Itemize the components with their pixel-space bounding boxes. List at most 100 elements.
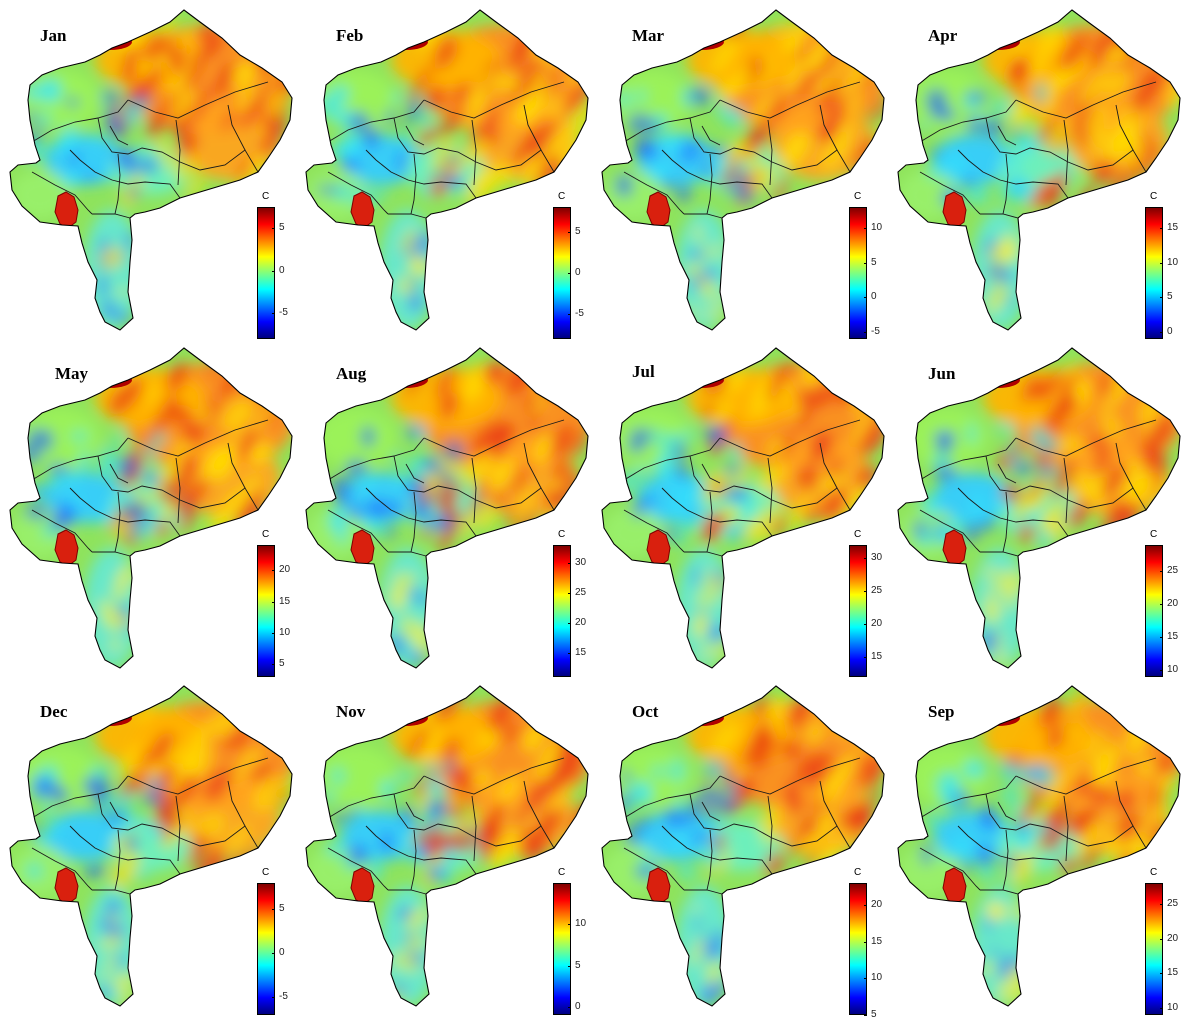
- colorbar-unit: C: [854, 191, 862, 202]
- temperature-map: [897, 347, 1181, 669]
- district-border: [97, 793, 259, 849]
- district-border: [114, 829, 121, 891]
- district-border: [69, 825, 181, 875]
- colorbar: [257, 883, 275, 1015]
- hot-ridge: [88, 372, 132, 388]
- district-border: [405, 463, 425, 484]
- colorbar-tick-mark: [568, 1006, 571, 1008]
- district-border: [1063, 457, 1069, 524]
- district-border: [684, 889, 723, 895]
- district-border: [227, 442, 246, 489]
- month-title: Nov: [336, 702, 366, 721]
- colorbar-tick-label: -5: [279, 991, 288, 1003]
- district-border: [97, 455, 259, 511]
- month-title: Oct: [632, 702, 659, 721]
- hot-ridge: [680, 372, 724, 388]
- district-border: [1015, 419, 1157, 457]
- district-border: [109, 463, 129, 484]
- month-title: Aug: [336, 364, 367, 383]
- district-border: [523, 780, 542, 827]
- district-border: [175, 457, 181, 524]
- district-border: [689, 793, 851, 849]
- district-border: [471, 795, 477, 862]
- district-border: [957, 825, 1069, 875]
- month-title: Jul: [632, 362, 655, 381]
- district-border: [661, 825, 773, 875]
- colorbar-tick-mark: [568, 273, 571, 274]
- colorbar-tick-label: 25: [1167, 897, 1179, 909]
- district-border: [423, 419, 565, 457]
- panel-apr: Apr C 15 10 5 0: [888, 0, 1184, 339]
- colorbar-tick-label: 5: [279, 658, 285, 670]
- colorbar-tick-label: 5: [1167, 291, 1173, 303]
- colorbar-tick-mark: [1160, 332, 1163, 334]
- district-border: [985, 793, 1147, 849]
- district-border: [767, 795, 773, 862]
- colorbar-unit: C: [854, 529, 862, 540]
- district-border: [523, 442, 542, 489]
- colorbar-unit: C: [262, 529, 270, 540]
- hot-ridge: [976, 710, 1020, 726]
- colorbar-tick-mark: [1160, 571, 1163, 573]
- lake-area: [350, 867, 375, 905]
- province-outline: [897, 685, 1181, 1007]
- colorbar-tick-label: 10: [871, 972, 883, 984]
- district-border: [327, 775, 425, 819]
- month-title: Jun: [928, 364, 956, 383]
- district-border: [471, 119, 477, 186]
- district-border: [227, 780, 246, 827]
- colorbar-tick-mark: [272, 228, 275, 230]
- district-border: [175, 795, 181, 862]
- colorbar-tick-label: 5: [871, 1009, 877, 1020]
- colorbar-tick-label: 15: [871, 935, 883, 947]
- district-border: [623, 437, 721, 481]
- district-border: [980, 551, 1019, 557]
- colorbar-tick-label: 15: [871, 651, 883, 663]
- colorbar-tick-mark: [1160, 903, 1163, 905]
- panel-feb: Feb C 5 0 -5: [296, 0, 592, 339]
- district-border: [393, 117, 555, 173]
- colorbar-tick-mark: [864, 941, 867, 943]
- district-border: [719, 81, 861, 119]
- district-border: [985, 455, 1147, 511]
- colorbar-tick-mark: [1160, 973, 1163, 975]
- district-border: [719, 419, 861, 457]
- district-border: [689, 117, 851, 173]
- lake-area: [942, 191, 967, 229]
- colorbar-tick-label: 20: [871, 618, 883, 630]
- colorbar-tick-mark: [1160, 670, 1163, 672]
- colorbar-unit: C: [1150, 191, 1158, 202]
- lake-area: [942, 529, 967, 567]
- province-outline: [601, 685, 885, 1007]
- colorbar: [1145, 545, 1163, 677]
- district-border: [1002, 153, 1009, 215]
- district-border: [1015, 81, 1157, 119]
- colorbar-tick-mark: [864, 591, 867, 593]
- colorbar-tick-label: 5: [871, 256, 877, 268]
- district-border: [919, 775, 1017, 819]
- colorbar-tick-label: 25: [575, 587, 587, 598]
- district-border: [31, 847, 93, 891]
- district-border: [1115, 104, 1134, 151]
- temperature-map: [9, 9, 293, 331]
- colorbar-tick-label: -5: [871, 326, 880, 338]
- district-border: [706, 829, 713, 891]
- district-border: [92, 213, 131, 219]
- district-border: [327, 847, 389, 891]
- province-outline: [601, 347, 885, 669]
- colorbar: [849, 883, 867, 1015]
- panel-aug: Aug C 30 25 20 15: [296, 338, 592, 677]
- colorbar-tick-mark: [272, 313, 275, 315]
- panel-sep: Sep C 25 20 15 10: [888, 676, 1184, 1015]
- district-border: [661, 487, 773, 537]
- panel-jul: Jul C 30 25 20 15: [592, 338, 888, 677]
- district-border: [819, 104, 838, 151]
- district-border: [227, 104, 246, 151]
- colorbar-tick-mark: [272, 664, 275, 666]
- colorbar-unit: C: [1150, 867, 1158, 878]
- district-border: [919, 99, 1017, 143]
- colorbar-tick-label: 20: [1167, 932, 1179, 944]
- colorbar-unit: C: [854, 867, 862, 878]
- colorbar-tick-label: 20: [279, 564, 291, 576]
